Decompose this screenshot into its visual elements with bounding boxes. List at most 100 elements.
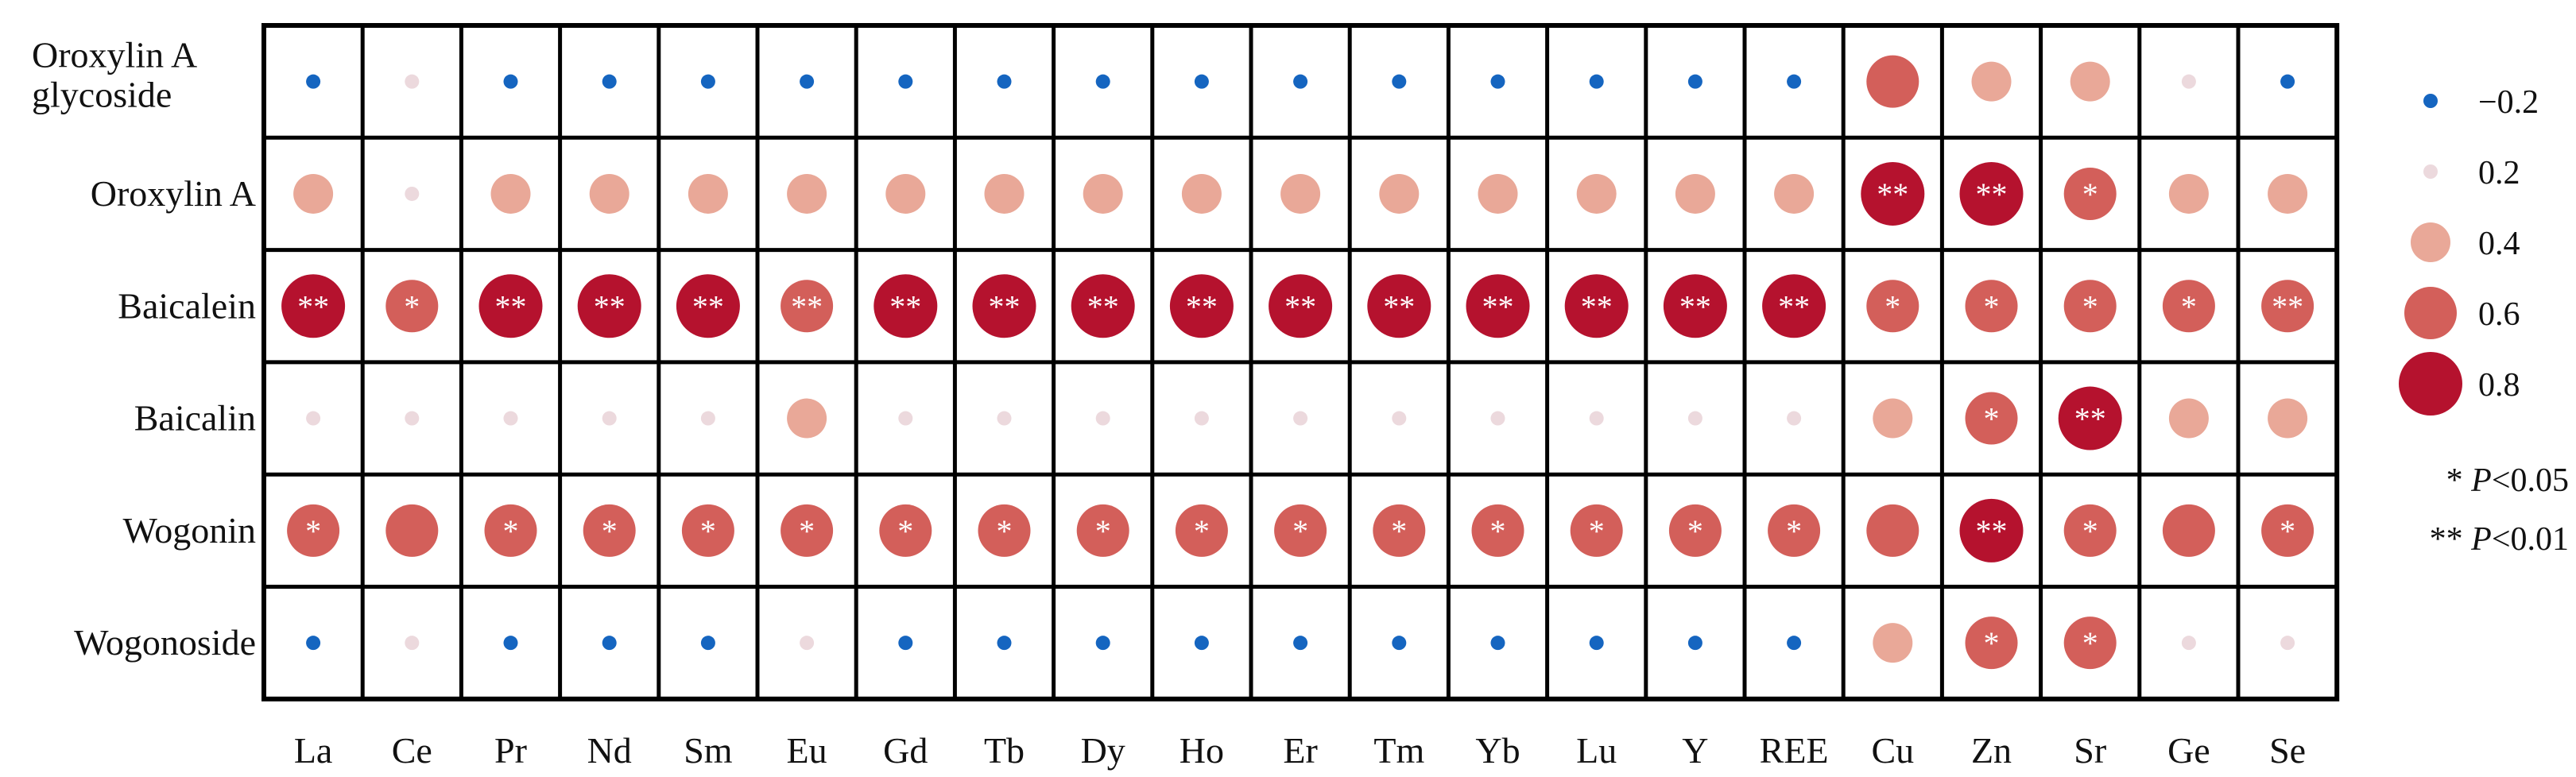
legend-swatch (2411, 222, 2450, 262)
legend-swatch (2423, 164, 2438, 179)
bubble-point (2268, 398, 2308, 439)
significance-mark: * (997, 513, 1013, 549)
bubble-point (1971, 61, 2012, 102)
significance-mark: * (2082, 176, 2098, 212)
bubble-point (1181, 173, 1222, 214)
significance-mark: ** (989, 288, 1021, 324)
bubble-point (1787, 636, 1802, 651)
column-label: Pr (494, 730, 527, 771)
bubble-point (405, 636, 420, 651)
row-label: Wogonoside (74, 622, 256, 663)
bubble-point (2280, 74, 2295, 89)
bubble-point (781, 504, 834, 557)
significance-mark: * (1292, 513, 1308, 549)
significance-mark: ** (594, 288, 626, 324)
bubble-point (2063, 617, 2117, 670)
bubble-point (1959, 498, 2024, 562)
bubble-point (405, 411, 420, 426)
column-label: Yb (1475, 730, 1520, 771)
bubble-point (1965, 617, 2018, 670)
bubble-point (2063, 504, 2117, 557)
bubble-point (885, 173, 926, 214)
bubble-point (1269, 274, 1333, 338)
row-label: Wogonin (122, 510, 256, 551)
column-label: Ge (2167, 730, 2210, 771)
bubble-point (1570, 504, 1623, 557)
significance-mark: * (1589, 513, 1605, 549)
bubble-point (1478, 173, 1518, 214)
bubble-point (1083, 173, 1123, 214)
bubble-point (1675, 173, 1715, 214)
significance-mark: ** (2074, 401, 2106, 437)
significance-mark: * (2082, 625, 2098, 661)
bubble-point (1379, 173, 1420, 214)
bubble-point (1861, 161, 1925, 226)
bubble-point (1293, 411, 1308, 426)
bubble-point (1589, 411, 1604, 426)
significance-mark: * (700, 513, 716, 549)
bubble-point (306, 74, 321, 89)
bubble-point (997, 636, 1012, 651)
legend-label: −0.2 (2478, 84, 2539, 121)
bubble-point (1392, 411, 1407, 426)
significance-note: * P<0.05 (2446, 462, 2569, 499)
legend-label: 0.2 (2478, 155, 2520, 191)
significance-mark: ** (1383, 288, 1415, 324)
bubble-point (2280, 636, 2295, 651)
bubble-point (1965, 280, 2018, 333)
bubble-point (676, 274, 740, 338)
bubble-point (898, 636, 913, 651)
bubble-point (602, 411, 617, 426)
significance-mark: * (1984, 288, 2000, 324)
bubble-point (1095, 74, 1110, 89)
bubble-point (490, 173, 531, 214)
bubble-point (700, 636, 715, 651)
significance-mark: ** (1778, 288, 1810, 324)
bubble-point (1589, 636, 1604, 651)
bubble-layer: ** ** *** * ** ** ** ** ** ** ** ** ** ** ** ** ** ** * * * *… (281, 55, 2315, 670)
column-label: Lu (1576, 730, 1617, 771)
bubble-point (1564, 274, 1629, 338)
bubble-point (306, 411, 321, 426)
bubble-point (1589, 74, 1604, 89)
bubble-point (1687, 636, 1702, 651)
bubble-point (478, 274, 543, 338)
bubble-point (2261, 280, 2315, 333)
bubble-point (2070, 61, 2110, 102)
significance-mark: * (1786, 513, 1802, 549)
column-label: Dy (1081, 730, 1125, 771)
column-label: Gd (883, 730, 928, 771)
bubble-point (1774, 173, 1815, 214)
significance-mark: ** (1087, 288, 1119, 324)
bubble-point (405, 186, 420, 201)
significance-mark: ** (495, 288, 527, 324)
bubble-point (1866, 280, 1919, 333)
bubble-point (293, 173, 334, 214)
bubble-point (1668, 504, 1722, 557)
bubble-point (503, 74, 518, 89)
column-label: Eu (787, 730, 827, 771)
bubble-point (1280, 173, 1321, 214)
bubble-point (602, 74, 617, 89)
bubble-point (1687, 411, 1702, 426)
bubble-point (1095, 411, 1110, 426)
bubble-point (405, 74, 420, 89)
bubble-point (1490, 411, 1505, 426)
significance-mark: * (2280, 513, 2295, 549)
bubble-point (681, 504, 734, 557)
column-label: Y (1682, 730, 1708, 771)
bubble-point (1194, 411, 1209, 426)
bubble-point (385, 280, 439, 333)
bubble-point (385, 504, 439, 557)
bubble-point (602, 636, 617, 651)
bubble-point (1490, 74, 1505, 89)
significance-mark: ** (692, 288, 724, 324)
significance-mark: ** (1284, 288, 1316, 324)
legend-swatch (2404, 287, 2457, 339)
bubble-point (1576, 173, 1617, 214)
column-label: Tb (984, 730, 1025, 771)
bubble-point (2168, 173, 2209, 214)
bubble-point (978, 504, 1031, 557)
legend-label: 0.4 (2478, 226, 2520, 262)
significance-mark: * (602, 513, 618, 549)
